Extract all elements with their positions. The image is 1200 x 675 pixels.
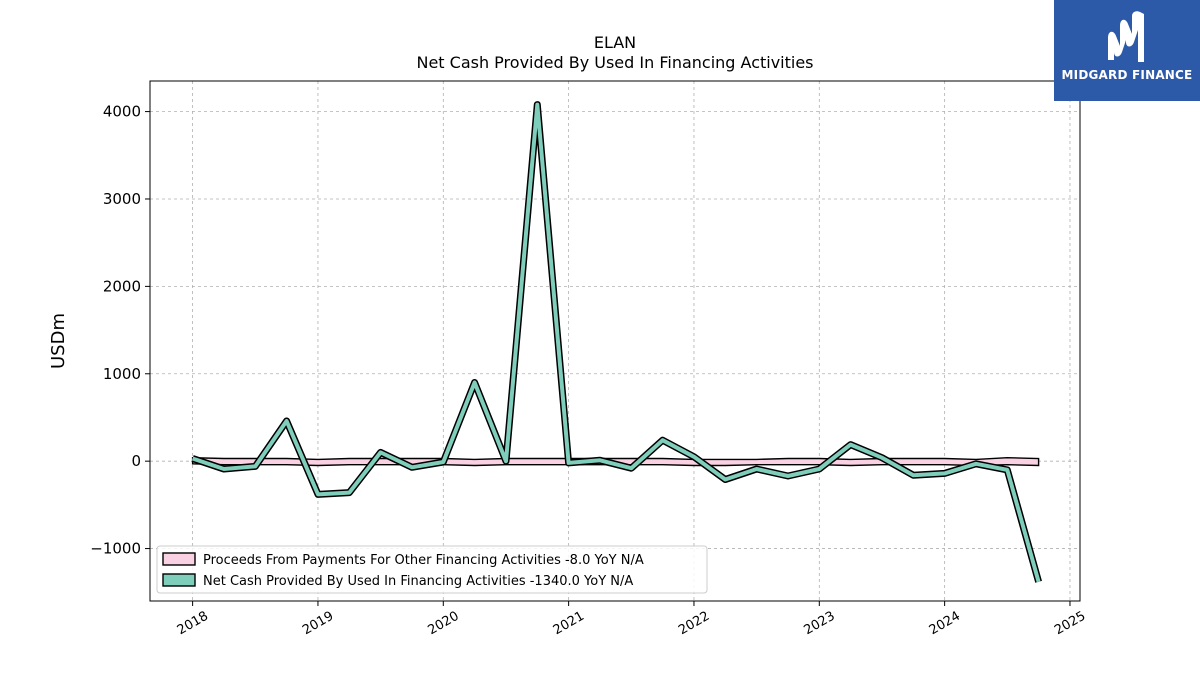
x-tick-label: 2023 <box>801 609 837 639</box>
midgard-logo-icon <box>1108 11 1144 63</box>
x-tick-label: 2019 <box>300 609 336 639</box>
chart-title: ELAN <box>593 33 637 52</box>
x-tick-label: 2018 <box>175 609 211 639</box>
series-line-net-cash-outline <box>191 101 1042 583</box>
x-tick-label: 2022 <box>676 609 712 639</box>
legend-label-band: Proceeds From Payments For Other Financi… <box>203 553 644 568</box>
series-line-net-cash <box>191 102 1041 583</box>
y-tick-label: 2000 <box>103 277 141 295</box>
y-axis-label: USDm <box>48 313 69 369</box>
y-tick-label: 3000 <box>103 190 141 208</box>
plot-frame <box>149 80 1081 602</box>
chart-subtitle: Net Cash Provided By Used In Financing A… <box>416 53 814 72</box>
legend-swatch-band <box>162 552 196 566</box>
x-tick-label: 2024 <box>927 609 963 639</box>
x-tick-label: 2021 <box>551 609 587 639</box>
legend-swatch-line <box>162 573 196 587</box>
legend-label-line: Net Cash Provided By Used In Financing A… <box>203 574 633 589</box>
y-tick-label: 1000 <box>103 365 141 383</box>
logo-text: MIDGARD FINANCE <box>1061 68 1193 82</box>
x-tick-label: 2025 <box>1052 609 1088 639</box>
legend-box <box>156 545 708 594</box>
midgard-finance-logo: MIDGARD FINANCE <box>1054 0 1200 101</box>
y-tick-label: 4000 <box>103 103 141 121</box>
y-tick-label: 0 <box>131 452 141 470</box>
x-tick-label: 2020 <box>425 609 461 639</box>
y-tick-label: −1000 <box>90 540 141 558</box>
